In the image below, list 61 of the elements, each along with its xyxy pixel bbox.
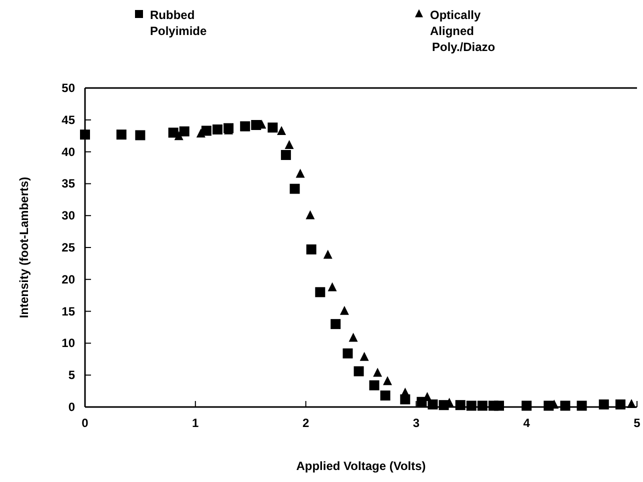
y-tick-label: 35 [62, 176, 76, 191]
point [277, 126, 286, 135]
point [330, 319, 341, 330]
point [576, 400, 587, 411]
point [494, 400, 504, 411]
point [179, 126, 190, 136]
point [466, 400, 476, 411]
point [598, 399, 609, 410]
y-tick-label: 5 [68, 368, 76, 382]
y-tick-label: 40 [62, 144, 76, 159]
x-tick-label: 3 [412, 416, 420, 430]
point [360, 352, 369, 361]
x-tick-label: 5 [634, 416, 641, 430]
point [340, 306, 349, 315]
point [116, 130, 126, 140]
y-tick-label: 45 [62, 112, 76, 127]
y-tick-label: 0 [68, 400, 76, 414]
legend-label: Optically Aligned Poly./Diazo [430, 8, 496, 54]
point [268, 122, 278, 133]
point [348, 332, 358, 342]
point [380, 390, 390, 401]
x-axis-title: Applied Voltage (Volts) [296, 459, 426, 473]
point [196, 128, 206, 138]
point [315, 287, 326, 298]
point [522, 400, 532, 411]
point [168, 128, 178, 138]
point [328, 282, 337, 292]
point [212, 124, 222, 134]
y-tick-label: 30 [62, 208, 76, 223]
point [342, 348, 353, 358]
point [323, 250, 332, 259]
point [296, 168, 305, 178]
point [290, 184, 300, 194]
point [455, 400, 466, 410]
point [615, 399, 626, 410]
y-axis-title: Intensity (foot-Lamberts) [17, 176, 31, 318]
point [135, 130, 146, 140]
point [80, 130, 90, 140]
point [382, 376, 392, 386]
point [306, 244, 316, 254]
point [280, 150, 291, 160]
point [354, 366, 364, 376]
point [373, 368, 382, 377]
point [174, 131, 184, 140]
point [284, 140, 294, 150]
y-tick-label: 20 [62, 272, 76, 286]
point [428, 399, 438, 410]
point [369, 380, 380, 390]
point [477, 400, 488, 411]
y-tick-label: 50 [62, 81, 76, 95]
x-tick-label: 2 [302, 416, 310, 430]
y-tick-label: 25 [62, 240, 76, 254]
x-tick-label: 1 [192, 416, 200, 430]
point [306, 210, 315, 220]
x-tick-label: 0 [82, 416, 89, 430]
legend-label: Rubbed Polyimide [150, 8, 208, 38]
x-tick-label: 4 [523, 416, 530, 430]
point [560, 400, 570, 411]
y-tick-label: 10 [62, 336, 76, 350]
point [201, 126, 212, 136]
y-tick-label: 15 [62, 304, 76, 318]
